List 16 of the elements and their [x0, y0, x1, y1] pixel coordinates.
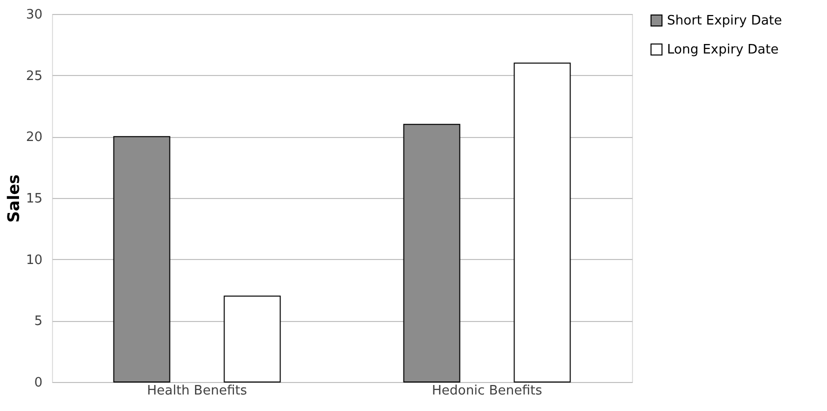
y-tick-label: 0: [34, 376, 42, 390]
y-tick-label: 15: [26, 192, 42, 206]
legend-label: Short Expiry Date: [667, 14, 782, 28]
x-tick-label: Hedonic Benefits: [432, 384, 542, 398]
y-tick-label: 10: [26, 252, 42, 268]
y-tick-label: 30: [26, 8, 42, 22]
y-tick-label: 20: [26, 130, 42, 146]
bar: [514, 62, 571, 382]
bar: [403, 124, 460, 382]
x-tick-label: Health Benefits: [146, 384, 248, 398]
bar: [224, 296, 281, 382]
y-tick-label: 25: [26, 68, 42, 84]
y-axis-title: Sales: [4, 174, 23, 223]
bar: [113, 136, 170, 382]
y-tick-label: 5: [34, 314, 42, 330]
legend-label: Long Expiry Date: [667, 42, 779, 58]
